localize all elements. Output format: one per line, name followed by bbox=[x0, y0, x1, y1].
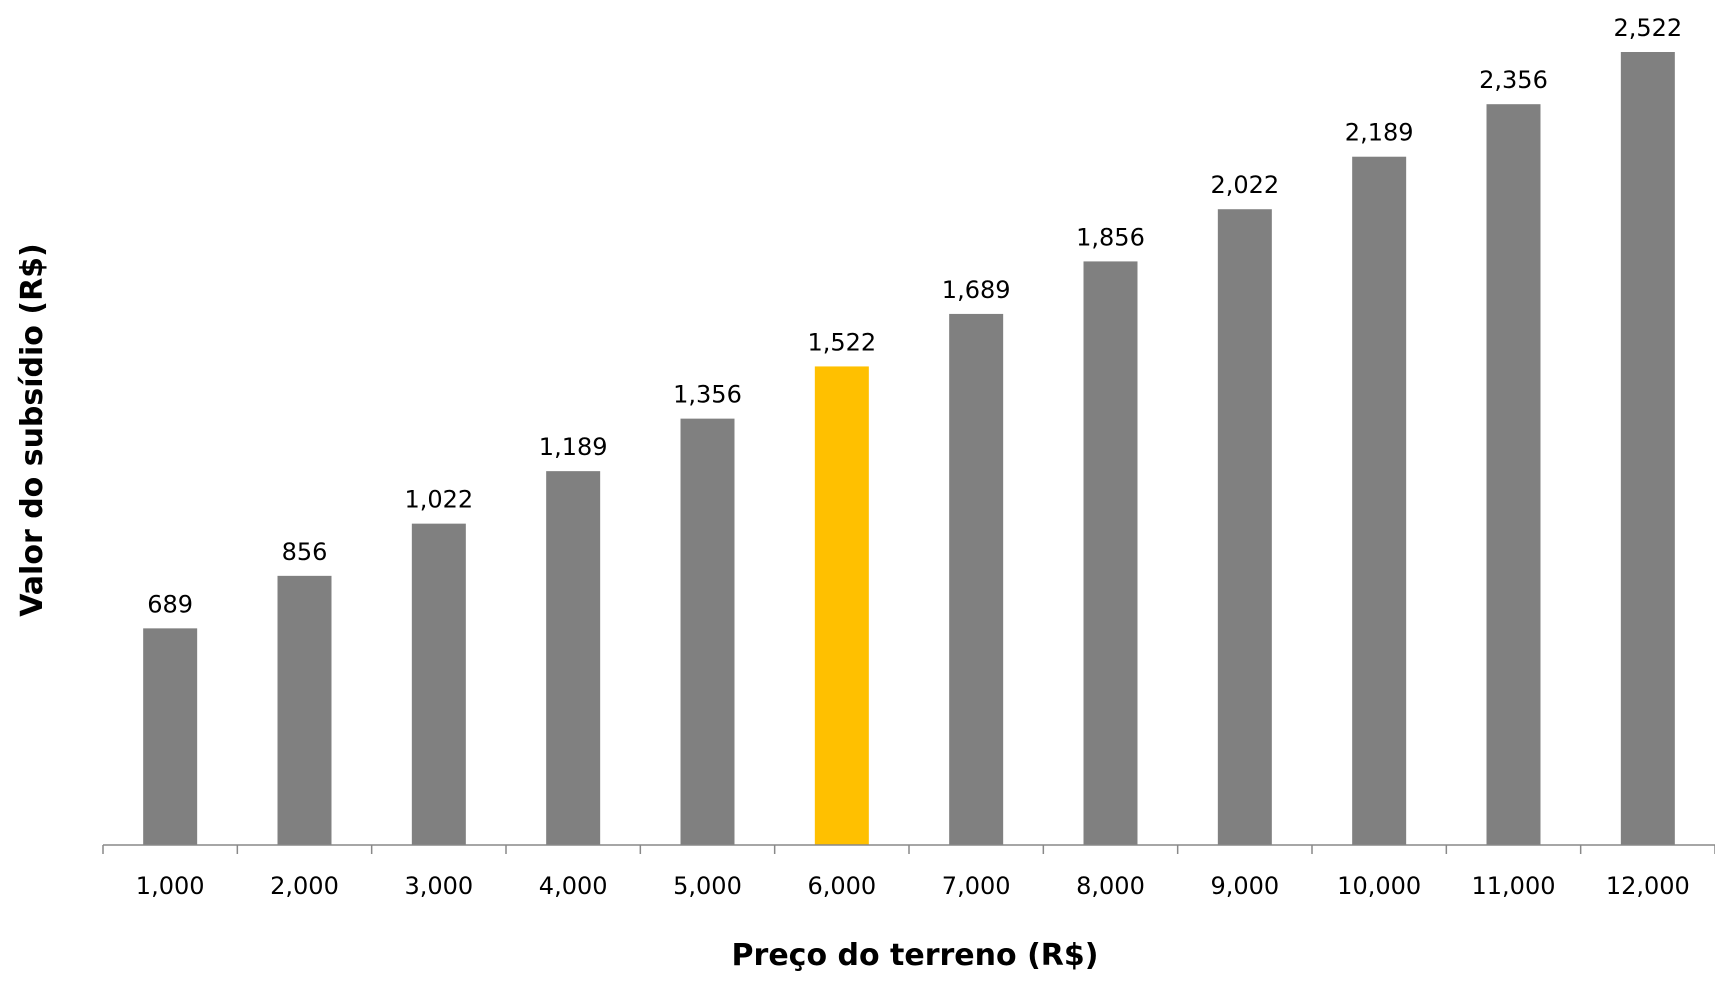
data-label-1: 689 bbox=[147, 590, 193, 618]
x-tick-label-7: 7,000 bbox=[942, 872, 1011, 900]
bar-1 bbox=[143, 628, 198, 845]
data-label-7: 1,689 bbox=[942, 276, 1011, 304]
x-tick-label-12: 12,000 bbox=[1606, 872, 1690, 900]
x-tick-label-1: 1,000 bbox=[136, 872, 205, 900]
bar-7 bbox=[949, 313, 1004, 845]
y-axis-title: Valor do subsídio (R$) bbox=[15, 243, 50, 617]
bar-8 bbox=[1083, 261, 1138, 846]
x-tick-label-8: 8,000 bbox=[1076, 872, 1145, 900]
bar-3 bbox=[411, 523, 466, 845]
data-label-3: 1,022 bbox=[404, 486, 473, 514]
x-tick-labels-group: 1,000 2,000 3,000 4,000 5,000 6,000 7,000 8,000… bbox=[136, 872, 1690, 900]
x-ticks-group bbox=[102, 845, 1715, 854]
x-tick-label-10: 10,000 bbox=[1337, 872, 1421, 900]
x-tick-label-5: 5,000 bbox=[673, 872, 742, 900]
bar-9 bbox=[1217, 209, 1272, 845]
x-tick-label-6: 6,000 bbox=[807, 872, 876, 900]
bars-group bbox=[143, 52, 1675, 846]
data-label-8: 1,856 bbox=[1076, 223, 1145, 251]
x-tick-label-9: 9,000 bbox=[1210, 872, 1279, 900]
bar-4 bbox=[546, 471, 601, 845]
bar-12 bbox=[1620, 52, 1675, 845]
x-tick-label-3: 3,000 bbox=[404, 872, 473, 900]
bar-2 bbox=[277, 575, 332, 845]
data-label-2: 856 bbox=[282, 538, 328, 566]
bar-11 bbox=[1486, 104, 1541, 846]
x-tick-label-4: 4,000 bbox=[539, 872, 608, 900]
data-labels-group: 689 856 1,022 1,189 1,356 1,522 1,689 1,856 2,02… bbox=[147, 14, 1682, 618]
data-label-11: 2,356 bbox=[1479, 66, 1548, 94]
data-label-4: 1,189 bbox=[539, 433, 608, 461]
bar-10 bbox=[1352, 156, 1407, 846]
x-axis-title: Preço do terreno (R$) bbox=[732, 938, 1099, 973]
x-tick-label-2: 2,000 bbox=[270, 872, 339, 900]
bar-6 bbox=[814, 366, 869, 845]
data-label-5: 1,356 bbox=[673, 381, 742, 409]
data-label-12: 2,522 bbox=[1613, 14, 1682, 42]
data-label-6: 1,522 bbox=[807, 328, 876, 356]
x-tick-label-11: 11,000 bbox=[1472, 872, 1556, 900]
bar-5 bbox=[680, 418, 735, 845]
data-label-10: 2,189 bbox=[1345, 119, 1414, 147]
data-label-9: 2,022 bbox=[1210, 171, 1279, 199]
